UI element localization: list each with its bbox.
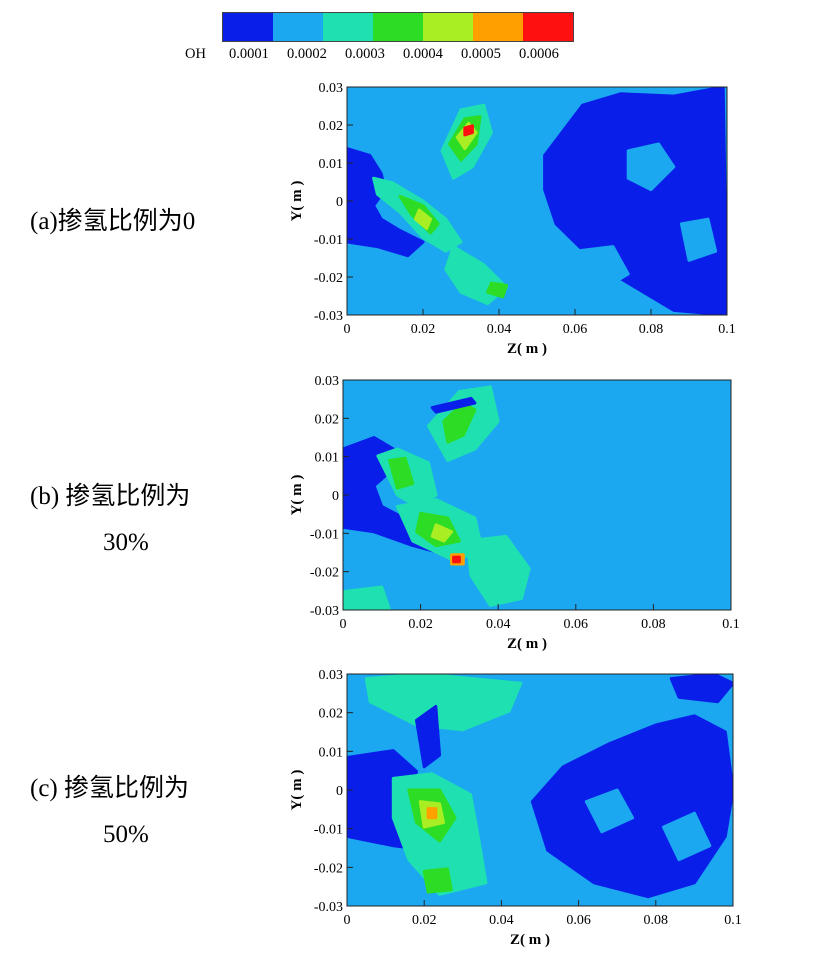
contour-field: [347, 87, 727, 315]
x-tick-label: 0.04: [487, 322, 512, 337]
colorbar-swatch-5: [423, 13, 473, 41]
contour-region: [388, 456, 415, 490]
x-tick-label: 0.08: [641, 617, 666, 632]
y-tick-label: 0.01: [319, 745, 344, 760]
panel-a-label: (a)掺氢比例为0: [30, 208, 196, 235]
x-tick-label: 0.08: [644, 913, 669, 928]
y-axis-label: Y( m ): [289, 770, 305, 811]
x-tick-label: 0.1: [724, 913, 742, 928]
y-tick-label: 0.01: [319, 157, 344, 172]
colorbar-tick-label: 0.0002: [287, 46, 327, 62]
contour-region: [543, 87, 727, 315]
y-tick-label: -0.01: [314, 233, 343, 248]
contour-region: [426, 807, 438, 820]
x-tick-label: 0.02: [411, 322, 436, 337]
y-tick-label: 0.02: [319, 119, 344, 134]
y-tick-label: 0.03: [319, 81, 344, 96]
x-tick-label: 0.04: [489, 913, 514, 928]
contour-region: [413, 208, 433, 230]
colorbar-swatch-7: [523, 13, 573, 41]
x-tick-label: 0: [340, 617, 347, 632]
contour-field: [343, 385, 531, 610]
colorbar-tick-label: 0.0003: [345, 46, 385, 62]
contour-region: [422, 867, 453, 894]
colorbar: [222, 12, 574, 42]
panel-b-label-line1: (b) 掺氢比例为: [30, 483, 191, 510]
contour-region: [364, 674, 523, 732]
y-tick-label: -0.03: [314, 309, 343, 324]
x-axis-label: Z( m ): [507, 341, 547, 357]
x-tick-label: 0.06: [563, 322, 588, 337]
contour-region: [573, 245, 630, 294]
x-tick-label: 0.02: [412, 913, 437, 928]
colorbar-swatch-4: [373, 13, 423, 41]
y-axis-label: Y( m ): [289, 181, 305, 222]
colorbar-tick-label: 0.0004: [403, 46, 443, 62]
y-tick-label: -0.02: [314, 861, 343, 876]
x-tick-label: 0.1: [718, 322, 736, 337]
contour-region: [486, 281, 509, 299]
y-tick-label: 0.01: [315, 451, 340, 466]
y-tick-label: 0.02: [319, 707, 344, 722]
colorbar-variable-label: OH: [185, 46, 206, 62]
colorbar-tick-label: 0.0006: [519, 46, 559, 62]
contour-field: [347, 674, 733, 899]
y-tick-label: 0: [332, 489, 339, 504]
contour-region: [669, 674, 733, 704]
x-axis-label: Z( m ): [510, 932, 550, 948]
contour-plot-b: 0 0.02 0.04 0.06 0.08 0.1 0.03 0.02 0.01 0 -0.01 -0…: [289, 374, 740, 652]
y-tick-label: 0.03: [315, 374, 340, 389]
y-tick-label: -0.03: [314, 900, 343, 915]
colorbar-labels: OH 0.0001 0.0002 0.0003 0.0004 0.0005 0.…: [185, 46, 605, 66]
contour-region: [626, 142, 676, 192]
contour-region: [662, 811, 712, 862]
y-tick-label: -0.01: [314, 823, 343, 838]
y-tick-label: -0.03: [310, 604, 339, 619]
panel-b-label-line2: 30%: [103, 529, 149, 556]
colorbar-swatch-3: [323, 13, 373, 41]
contour-region: [679, 217, 718, 262]
contour-region: [343, 585, 392, 610]
y-tick-label: -0.02: [314, 271, 343, 286]
x-tick-label: 0.1: [722, 617, 740, 632]
y-tick-label: 0: [336, 195, 343, 210]
x-tick-label: 0: [344, 913, 351, 928]
x-tick-label: 0.06: [564, 617, 589, 632]
contour-plot-c: 0 0.02 0.04 0.06 0.08 0.1 0.03 0.02 0.01 0 -0.01 -0…: [289, 668, 742, 948]
x-tick-label: 0.04: [486, 617, 511, 632]
y-axis-label: Y( m ): [289, 475, 305, 516]
x-tick-label: 0: [344, 322, 351, 337]
y-tick-label: -0.02: [310, 566, 339, 581]
contour-region: [463, 124, 474, 137]
y-tick-label: 0: [336, 784, 343, 799]
contour-plot-a: 0 0.02 0.04 0.06 0.08 0.1 0.03 0.02 0.01 0 -0.01 -0…: [289, 81, 736, 357]
y-tick-label: -0.01: [310, 527, 339, 542]
colorbar-swatch-6: [473, 13, 523, 41]
contour-region: [452, 555, 461, 564]
x-axis-label: Z( m ): [507, 636, 547, 652]
contour-region: [347, 147, 425, 258]
x-tick-label: 0.08: [639, 322, 664, 337]
y-tick-label: 0.03: [319, 668, 344, 683]
colorbar-tick-label: 0.0001: [229, 46, 269, 62]
x-tick-label: 0.06: [566, 913, 591, 928]
contour-region: [584, 788, 635, 834]
colorbar-swatch-2: [273, 13, 323, 41]
x-tick-label: 0.02: [408, 617, 433, 632]
colorbar-tick-label: 0.0005: [461, 46, 501, 62]
panel-c-label-line2: 50%: [103, 821, 149, 848]
panel-c-label-line1: (c) 掺氢比例为: [30, 775, 189, 802]
colorbar-swatch-1: [223, 13, 273, 41]
y-tick-label: 0.02: [315, 412, 340, 427]
contour-region: [430, 523, 454, 543]
contour-region: [415, 705, 442, 769]
contour-region: [465, 534, 531, 607]
contour-region: [430, 396, 477, 414]
